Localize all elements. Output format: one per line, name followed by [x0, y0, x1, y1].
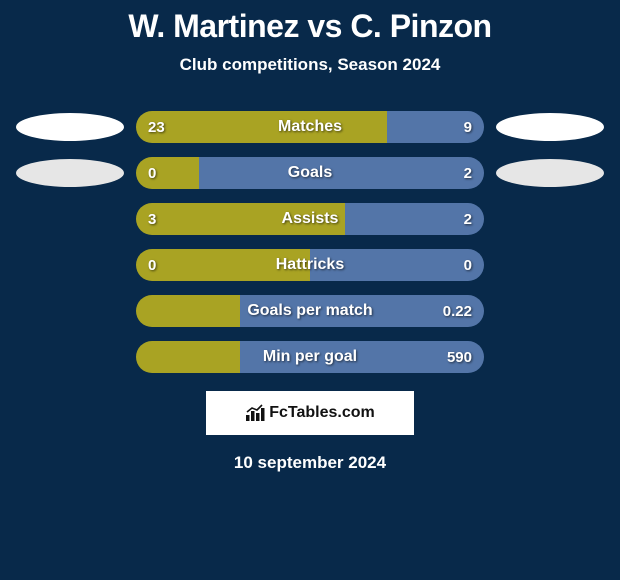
- stat-bar: 590Min per goal: [136, 341, 484, 373]
- stat-label: Min per goal: [136, 341, 484, 373]
- stat-bar: 0.22Goals per match: [136, 295, 484, 327]
- stat-label: Goals per match: [136, 295, 484, 327]
- stat-row: 32Assists: [0, 203, 620, 235]
- stat-bar: 00Hattricks: [136, 249, 484, 281]
- stat-rows: 239Matches 02Goals 32Assists 00Hattricks 0.2…: [0, 111, 620, 373]
- spacer: [496, 297, 604, 325]
- comparison-card: W. Martinez vs C. Pinzon Club competitio…: [0, 0, 620, 473]
- left-player-marker: [16, 159, 124, 187]
- stat-label: Matches: [136, 111, 484, 143]
- date-label: 10 september 2024: [0, 453, 620, 473]
- left-player-marker: [16, 113, 124, 141]
- stat-row: 00Hattricks: [0, 249, 620, 281]
- stat-row: 590Min per goal: [0, 341, 620, 373]
- spacer: [16, 297, 124, 325]
- stat-bar: 239Matches: [136, 111, 484, 143]
- badge-text: FcTables.com: [269, 404, 375, 422]
- stat-bar: 02Goals: [136, 157, 484, 189]
- spacer: [16, 343, 124, 371]
- page-title: W. Martinez vs C. Pinzon: [0, 8, 620, 45]
- spacer: [16, 205, 124, 233]
- spacer: [496, 343, 604, 371]
- spacer: [496, 205, 604, 233]
- stat-bar: 32Assists: [136, 203, 484, 235]
- fctables-badge[interactable]: FcTables.com: [206, 391, 414, 435]
- spacer: [16, 251, 124, 279]
- spacer: [496, 251, 604, 279]
- stat-row: 02Goals: [0, 157, 620, 189]
- right-player-marker: [496, 113, 604, 141]
- stat-row: 0.22Goals per match: [0, 295, 620, 327]
- subtitle: Club competitions, Season 2024: [0, 55, 620, 75]
- stat-row: 239Matches: [0, 111, 620, 143]
- chart-icon: [245, 404, 265, 422]
- stat-label: Goals: [136, 157, 484, 189]
- stat-label: Assists: [136, 203, 484, 235]
- stat-label: Hattricks: [136, 249, 484, 281]
- right-player-marker: [496, 159, 604, 187]
